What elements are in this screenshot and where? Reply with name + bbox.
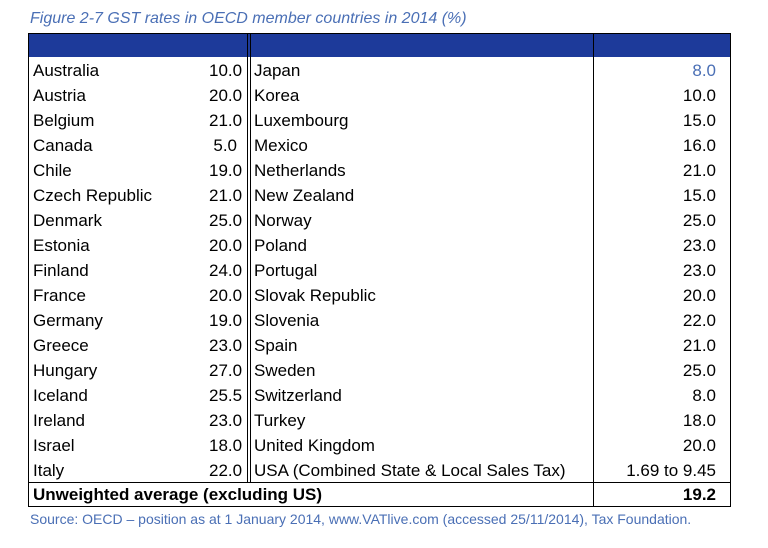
rate-left: 23.0 xyxy=(209,336,243,355)
country-right: Luxembourg xyxy=(254,111,349,130)
rate-right: 21.0 xyxy=(682,161,716,180)
country-left: Italy xyxy=(33,461,65,480)
average-value: 19.2 xyxy=(682,485,716,504)
table-row: Denmark 25.0 Norway 25.0 xyxy=(29,208,730,233)
rate-left: 19.0 xyxy=(209,161,243,180)
country-right: New Zealand xyxy=(254,186,355,205)
rate-left: 20.0 xyxy=(209,236,243,255)
country-left: Finland xyxy=(33,261,89,280)
rate-right: 15.0 xyxy=(682,186,716,205)
country-left: Israel xyxy=(33,436,75,455)
table-row: Germany 19.0 Slovenia 22.0 xyxy=(29,308,730,333)
rate-left: 25.0 xyxy=(209,211,243,230)
country-left: Belgium xyxy=(33,111,95,130)
country-left: Ireland xyxy=(33,411,85,430)
table-row: Israel 18.0 United Kingdom 20.0 xyxy=(29,433,730,458)
country-right: Mexico xyxy=(254,136,308,155)
rate-left: 21.0 xyxy=(209,111,243,130)
column-divider-3 xyxy=(593,34,594,506)
rate-right: 15.0 xyxy=(682,111,716,130)
source-note: Source: OECD – position as at 1 January … xyxy=(30,511,692,527)
rate-right: 23.0 xyxy=(682,236,716,255)
country-right: Slovak Republic xyxy=(254,286,376,305)
rate-right: 22.0 xyxy=(682,311,716,330)
country-right: Korea xyxy=(254,86,300,105)
country-left: Austria xyxy=(33,86,86,105)
country-right: USA (Combined State & Local Sales Tax) xyxy=(254,461,566,480)
rate-left: 20.0 xyxy=(209,86,243,105)
table-row: Greece 23.0 Spain 21.0 xyxy=(29,333,730,358)
table-row: Australia 10.0 Japan 8.0 xyxy=(29,58,730,83)
table-row: Iceland 25.5 Switzerland 8.0 xyxy=(29,383,730,408)
country-left: Chile xyxy=(33,161,72,180)
rate-right: 25.0 xyxy=(682,211,716,230)
rate-right: 1.69 to 9.45 xyxy=(626,461,716,480)
rate-left: 27.0 xyxy=(209,361,243,380)
rate-left: 21.0 xyxy=(209,186,243,205)
rate-right: 23.0 xyxy=(682,261,716,280)
rate-right: 8.0 xyxy=(692,61,716,80)
country-right: Netherlands xyxy=(254,161,346,180)
table-row: Czech Republic 21.0 New Zealand 15.0 xyxy=(29,183,730,208)
gst-rates-table: Australia 10.0 Japan 8.0 Austria 20.0 Korea 10.… xyxy=(28,33,731,507)
country-left: Australia xyxy=(33,61,100,80)
rate-left: 23.0 xyxy=(209,411,243,430)
table-row: Canada 5.0 Mexico 16.0 xyxy=(29,133,730,158)
rate-right: 8.0 xyxy=(692,386,716,405)
rate-right: 10.0 xyxy=(682,86,716,105)
country-left: Czech Republic xyxy=(33,186,153,205)
average-row: Unweighted average (excluding US) 19.2 xyxy=(29,482,730,507)
country-right: Portugal xyxy=(254,261,318,280)
table-row: Hungary 27.0 Sweden 25.0 xyxy=(29,358,730,383)
rate-left: 20.0 xyxy=(209,286,243,305)
country-right: Slovenia xyxy=(254,311,320,330)
table-row: Belgium 21.0 Luxembourg 15.0 xyxy=(29,108,730,133)
rate-right: 16.0 xyxy=(682,136,716,155)
rate-left: 10.0 xyxy=(209,61,243,80)
rate-right: 21.0 xyxy=(682,336,716,355)
country-left: Denmark xyxy=(33,211,102,230)
rate-right: 18.0 xyxy=(682,411,716,430)
country-right: Norway xyxy=(254,211,312,230)
country-left: Canada xyxy=(33,136,93,155)
country-right: Spain xyxy=(254,336,298,355)
country-left: Hungary xyxy=(33,361,98,380)
column-divider-2 xyxy=(250,34,251,482)
country-left: France xyxy=(33,286,86,305)
average-label: Unweighted average (excluding US) xyxy=(33,485,323,504)
country-left: Greece xyxy=(33,336,89,355)
country-right: Japan xyxy=(254,61,301,80)
rate-left: 24.0 xyxy=(209,261,243,280)
rate-right: 20.0 xyxy=(682,436,716,455)
average-separator xyxy=(29,482,730,483)
table-row: Estonia 20.0 Poland 23.0 xyxy=(29,233,730,258)
country-right: Turkey xyxy=(254,411,306,430)
rate-left: 18.0 xyxy=(209,436,243,455)
rate-left: 25.5 xyxy=(209,386,243,405)
table-row: Chile 19.0 Netherlands 21.0 xyxy=(29,158,730,183)
figure-caption: Figure 2-7 GST rates in OECD member coun… xyxy=(30,10,467,27)
rate-left: 22.0 xyxy=(209,461,243,480)
table-row: France 20.0 Slovak Republic 20.0 xyxy=(29,283,730,308)
table-row: Finland 24.0 Portugal 23.0 xyxy=(29,258,730,283)
table-row: Austria 20.0 Korea 10.0 xyxy=(29,83,730,108)
table-row: Ireland 23.0 Turkey 18.0 xyxy=(29,408,730,433)
country-left: Iceland xyxy=(33,386,88,405)
country-left: Estonia xyxy=(33,236,90,255)
country-right: Switzerland xyxy=(254,386,342,405)
table-header-bar xyxy=(29,34,730,57)
column-divider-1 xyxy=(247,34,248,482)
country-right: United Kingdom xyxy=(254,436,375,455)
country-right: Poland xyxy=(254,236,307,255)
table-row: Italy 22.0 USA (Combined State & Local Sal… xyxy=(29,458,730,483)
country-left: Germany xyxy=(33,311,103,330)
rate-left: 19.0 xyxy=(209,311,243,330)
rate-left: 5.0 xyxy=(213,136,237,155)
country-right: Sweden xyxy=(254,361,316,380)
rate-right: 25.0 xyxy=(682,361,716,380)
rate-right: 20.0 xyxy=(682,286,716,305)
